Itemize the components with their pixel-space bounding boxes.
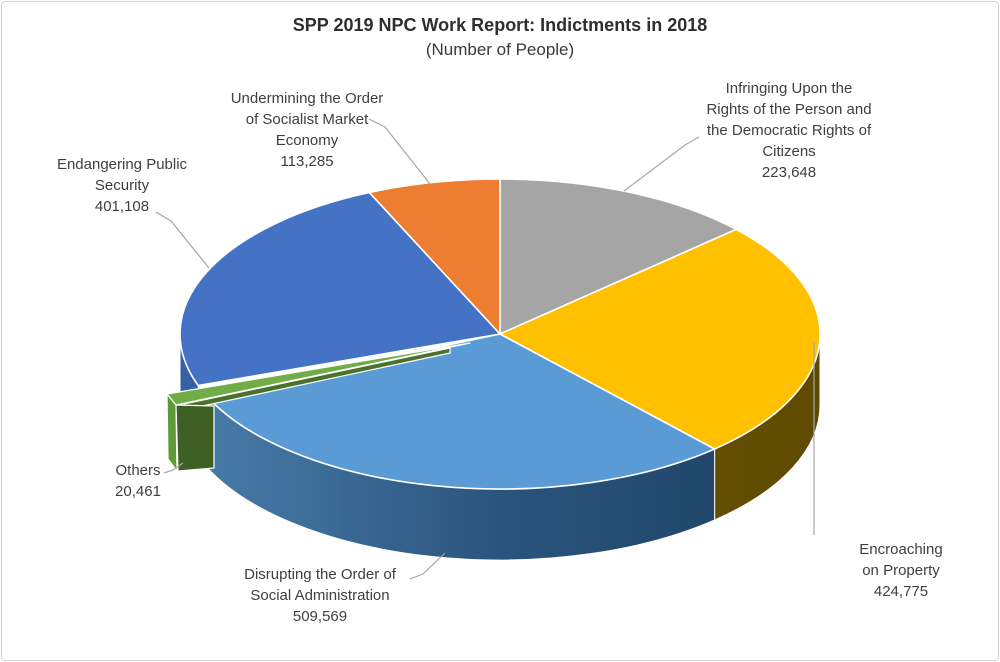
slice-label-endangering-public-security: Endangering Public Security 401,108 bbox=[56, 156, 188, 215]
slice-label-encroaching-property: Encroaching on Property 424,775 bbox=[859, 541, 943, 600]
leader-line-undermining-market-economy bbox=[368, 118, 431, 185]
pie-slice-encroaching-property bbox=[499, 228, 821, 450]
pie-slice-infringing-rights bbox=[499, 178, 737, 335]
leader-line-endangering-public-security bbox=[155, 211, 210, 269]
pie-slice-undermining-market-economy bbox=[368, 178, 501, 335]
pie-side-others-cap-dark bbox=[175, 404, 215, 472]
slice-label-infringing-rights: Infringing Upon the Rights of the Person… bbox=[706, 80, 872, 181]
leader-line-disrupting-social-administration bbox=[409, 552, 446, 580]
leader-line-others bbox=[163, 462, 184, 474]
pie-slice-others bbox=[166, 342, 471, 406]
chart-subtitle: (Number of People) bbox=[425, 40, 575, 59]
leader-line-infringing-rights bbox=[623, 136, 700, 192]
slice-label-undermining-market-economy: Undermining the Order of Socialist Marke… bbox=[230, 90, 384, 170]
slice-label-disrupting-social-administration: Disrupting the Order of Social Administr… bbox=[244, 566, 396, 625]
pie-slice-endangering-public-security bbox=[179, 191, 501, 387]
slice-label-others: Others 20,461 bbox=[115, 462, 161, 500]
chart-title: SPP 2019 NPC Work Report: Indictments in… bbox=[292, 15, 708, 35]
